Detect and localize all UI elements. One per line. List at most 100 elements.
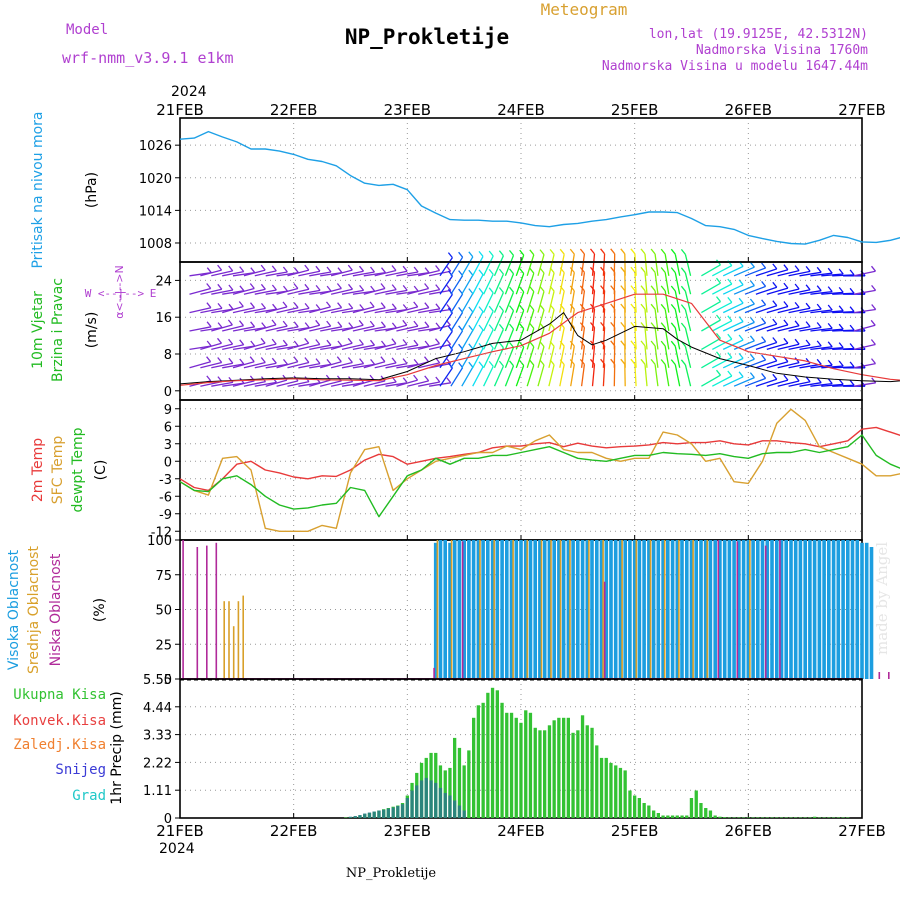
precip-bar (528, 712, 533, 818)
wind-barb (711, 320, 733, 332)
wind-barb-flag (488, 268, 494, 275)
wind-barb (330, 307, 353, 314)
wind-barb-flag (738, 279, 744, 286)
wind-barb-flag (630, 303, 636, 310)
wind-barb (733, 266, 755, 277)
wind-barb (799, 326, 822, 332)
wind-barb-flag (783, 301, 789, 307)
temperature-panel: -12 -9 -6 -3 0 3 6 9 2m Temp SFC Temp dewpt Temp (C… (30, 399, 900, 541)
wind-barb-flag (250, 321, 256, 328)
cloud-bar (599, 540, 604, 679)
wind-barb (265, 306, 288, 314)
snow-bar (410, 790, 414, 818)
wind-barb (439, 349, 453, 369)
wind-barb-flag (304, 357, 310, 363)
wind-barb-flag (478, 342, 484, 349)
wind-barb (722, 321, 744, 332)
wind-barb (526, 291, 535, 313)
wind-barb-flag (539, 341, 545, 348)
wind-barb-flag (217, 264, 223, 271)
precip-bar (798, 817, 803, 818)
precip-bar (822, 817, 826, 818)
wind-barb-flag (519, 304, 525, 311)
wind-barb (493, 255, 504, 277)
cloud-bar (692, 540, 694, 679)
wind-barb (580, 272, 586, 295)
wind-barb-flag (315, 284, 321, 291)
wind-barb (374, 343, 397, 351)
wind-barb-flag (670, 285, 676, 292)
cloud-bar (602, 540, 604, 679)
wind-barb-flag (650, 303, 656, 310)
wind-barb (287, 326, 310, 332)
wind-barb-flag (315, 319, 321, 326)
wind-barb-flag (488, 305, 494, 312)
wind-barb (515, 291, 525, 313)
precip-bar (723, 817, 727, 818)
wind-barb (320, 307, 342, 314)
wind-barb-flag (761, 372, 767, 379)
cloud-bar (699, 540, 703, 679)
wind-barb-flag (261, 322, 267, 329)
wind-barb (385, 324, 407, 332)
wind-barb-flag (250, 340, 256, 347)
cloud-bar (779, 540, 784, 679)
cloud-bar (519, 540, 523, 679)
cloud-bar (749, 540, 751, 679)
precip-bar (770, 817, 774, 818)
wind-barb (189, 345, 212, 351)
bottom-day-label: 21FEB (156, 822, 203, 840)
precip-bar (704, 808, 708, 818)
wind-barb-flag (413, 339, 419, 346)
wind-barb (526, 365, 535, 387)
precip-bar (670, 815, 675, 818)
wind-barb-flag (336, 283, 342, 289)
cloud-bar (443, 540, 447, 679)
wind-barb-flag (838, 360, 844, 367)
wind-barb-flag (325, 301, 332, 308)
precip-bar (566, 717, 570, 818)
wind-barb-flag (805, 284, 811, 291)
cloud-bar (538, 540, 542, 679)
wind-barb-flag (749, 298, 755, 305)
wind-barb (341, 362, 364, 369)
wind-axis-title: 10m Vjetar (30, 291, 46, 369)
wind-barb-flag (715, 351, 722, 358)
wind-barb-flag (539, 359, 545, 366)
wind-barb-flag (369, 301, 375, 308)
compass-arrows-h: <--|--> (98, 287, 145, 300)
wind-barb (200, 269, 222, 277)
wind-barb (483, 292, 494, 313)
wind-barb-flag (337, 321, 343, 328)
wind-barb-flag (549, 248, 555, 255)
precip-bar (481, 702, 485, 818)
wind-barb-flag (539, 304, 545, 311)
wind-barb (232, 307, 255, 314)
precip-bar (775, 817, 779, 818)
wind-barb (733, 321, 755, 332)
wind-barb-flag (304, 337, 310, 344)
wind-barb-flag (402, 304, 408, 310)
top-day-label: 22FEB (270, 101, 317, 119)
precip-bar (628, 790, 632, 818)
precip-bar (760, 817, 765, 818)
wind-barb (674, 272, 681, 295)
wind-barb (352, 306, 375, 314)
wind-barb (602, 345, 606, 368)
wind-barb (526, 309, 535, 332)
cloud-bar (495, 540, 500, 679)
wind-barb (450, 275, 464, 295)
precip-bar (614, 765, 618, 818)
cloud-bar (775, 540, 779, 679)
wind-barb-flag (871, 284, 877, 291)
wind-barb-flag (458, 251, 464, 258)
cloud-bar (457, 540, 462, 679)
cloud-bar (486, 540, 490, 679)
wind-barb-flag (640, 266, 646, 273)
wind-barb-flag (216, 337, 223, 344)
wind-barb-flag (478, 250, 484, 257)
precip-bar (467, 750, 471, 818)
wind-barb (580, 290, 586, 313)
wind-barb (766, 287, 789, 295)
cloud-bar (604, 540, 609, 679)
